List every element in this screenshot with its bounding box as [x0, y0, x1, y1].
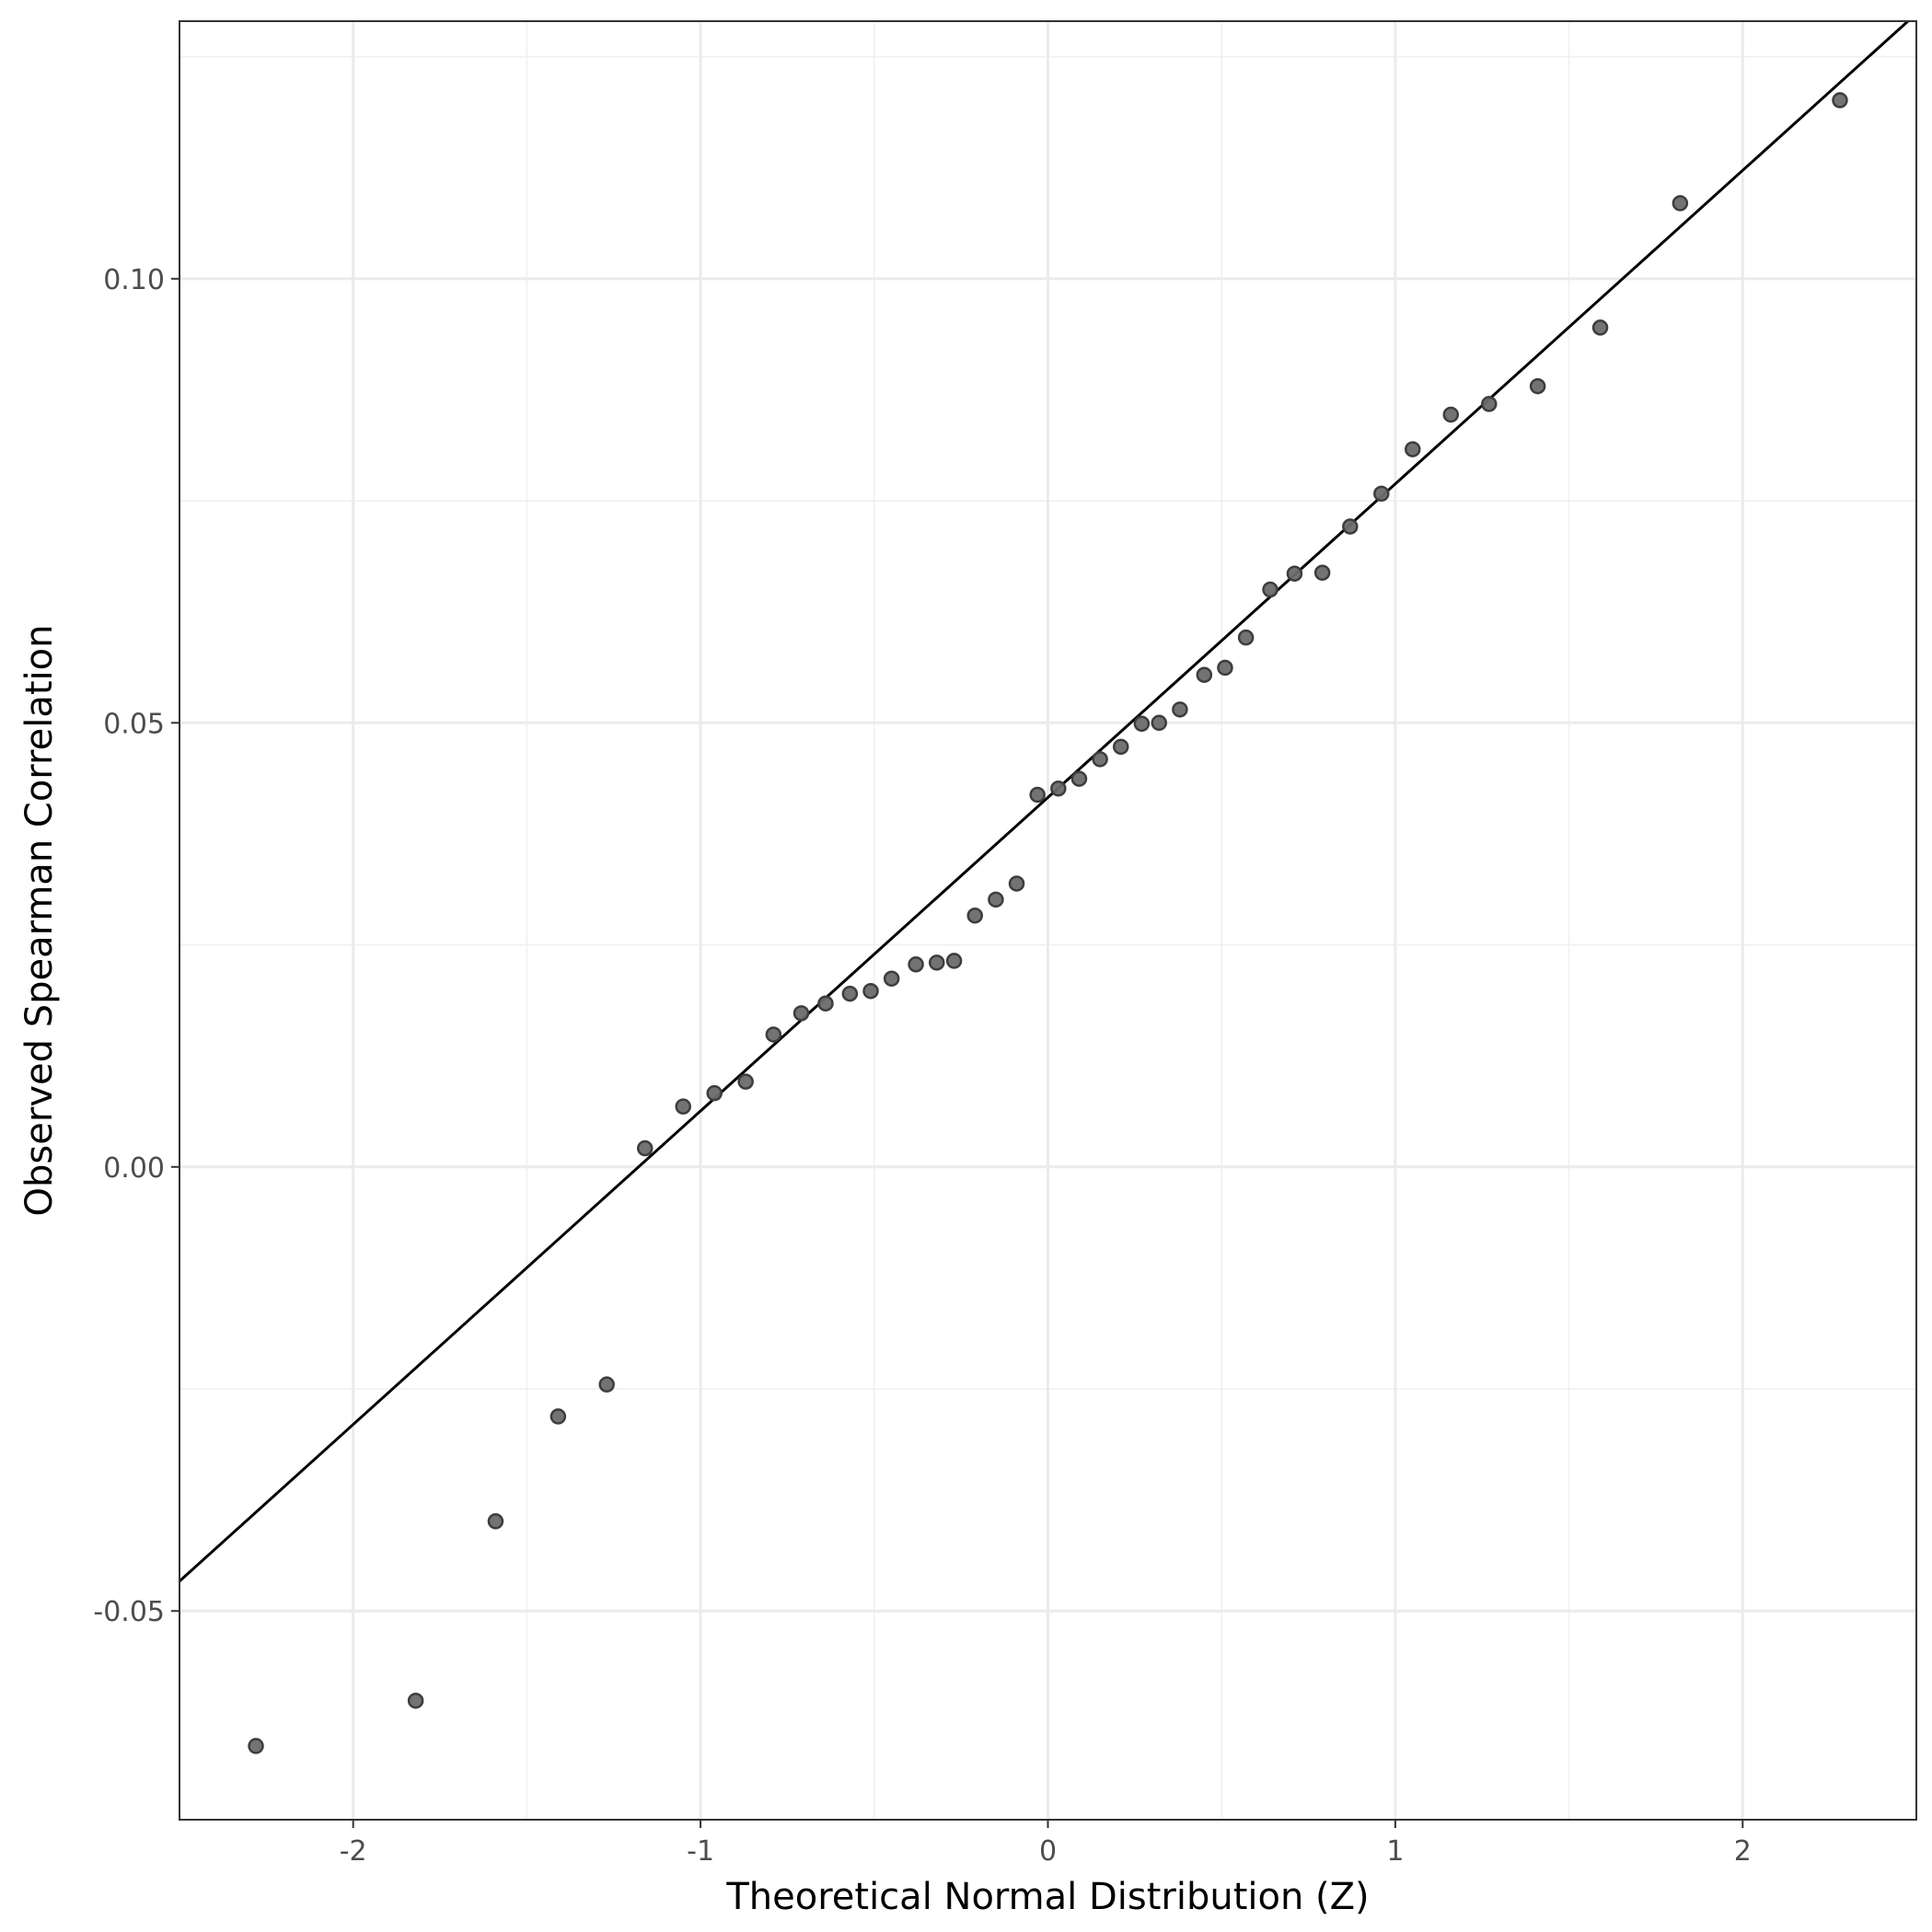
data-point [1070, 770, 1088, 787]
y-tick-label: 0.05 [103, 708, 165, 740]
data-point [598, 1376, 615, 1393]
data-point [1286, 565, 1303, 582]
data-point [1029, 786, 1046, 804]
data-point [1113, 738, 1129, 756]
data-point [908, 956, 924, 973]
x-tick-label: 2 [1734, 1835, 1752, 1868]
data-point [1342, 518, 1359, 535]
qq-reference-line [178, 19, 1909, 1583]
data-point [407, 1692, 424, 1709]
data-point [1008, 875, 1025, 892]
data-point [841, 985, 859, 1002]
data-point [248, 1738, 264, 1754]
y-tick-label: 0.00 [103, 1152, 165, 1185]
data-point [1442, 406, 1460, 423]
data-point [550, 1408, 567, 1425]
data-point [737, 1073, 754, 1090]
x-tick-label: -2 [340, 1835, 367, 1868]
data-point [487, 1513, 504, 1530]
data-point [1313, 564, 1331, 581]
data-point [1481, 396, 1498, 412]
axis-layer: -2 -1 0 1 2 -0.05 0.00 0.05 0.10 [93, 264, 1751, 1868]
data-point [1172, 701, 1188, 718]
data-point [1133, 715, 1151, 733]
data-point [988, 891, 1004, 908]
data-point [1217, 659, 1233, 677]
data-point [792, 1005, 810, 1022]
data-point [1591, 319, 1609, 336]
y-tick-label: 0.10 [103, 264, 165, 296]
data-point [817, 995, 834, 1012]
data-point [1050, 780, 1067, 797]
data-point [1373, 485, 1390, 503]
data-point [765, 1026, 782, 1043]
y-tick-label: -0.05 [93, 1596, 165, 1628]
data-point [1092, 751, 1108, 768]
data-point [1672, 195, 1689, 212]
x-tick-label: 1 [1386, 1835, 1404, 1868]
data-point [1405, 441, 1421, 457]
data-point [636, 1140, 654, 1157]
data-point [1237, 629, 1255, 646]
data-point [945, 953, 963, 969]
data-point [1832, 92, 1848, 109]
x-axis-title: Theoretical Normal Distribution (Z) [725, 1876, 1369, 1918]
reference-line-layer [178, 19, 1909, 1583]
data-point [1529, 377, 1546, 395]
data-point [1196, 666, 1213, 683]
data-point [675, 1098, 691, 1115]
data-point [928, 954, 945, 971]
data-point [1262, 581, 1278, 598]
x-tick-label: -1 [687, 1835, 714, 1868]
data-point [706, 1084, 723, 1102]
data-point [883, 970, 900, 987]
data-point [1151, 714, 1168, 732]
data-point [862, 982, 879, 1000]
data-points-layer [248, 92, 1848, 1754]
y-axis-title: Observed Spearman Correlation [18, 625, 61, 1217]
data-point [966, 907, 983, 924]
x-tick-label: 0 [1039, 1835, 1057, 1868]
